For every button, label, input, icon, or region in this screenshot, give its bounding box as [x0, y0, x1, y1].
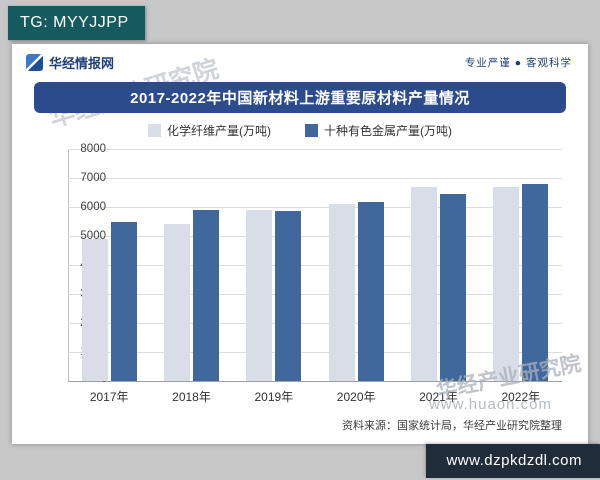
legend-item-chemical-fiber: 化学纤维产量(万吨)	[148, 122, 271, 139]
x-axis-line	[68, 381, 562, 382]
bar-nonferrous-metals	[110, 221, 137, 381]
x-tick-label: 2018年	[172, 390, 211, 404]
bar-nonferrous-metals	[192, 209, 219, 381]
legend-item-nonferrous-metals: 十种有色金属产量(万吨)	[305, 122, 452, 139]
bar-chemical-fiber	[493, 186, 520, 381]
bar-pair	[315, 149, 397, 381]
card-header: 华经情报网 专业严谨 ● 客观科学	[12, 44, 588, 76]
bar-group	[315, 149, 397, 381]
gridline	[68, 149, 562, 150]
x-tick-label: 2017年	[89, 390, 129, 404]
bar-groups	[68, 149, 562, 381]
gridline	[68, 323, 562, 324]
x-tick-label: 2021年	[419, 390, 458, 404]
source-note: 资料来源：国家统计局，华经产业研究院整理	[342, 420, 562, 432]
x-tick-label: 2022年	[501, 390, 541, 404]
bar-chemical-fiber	[328, 204, 355, 381]
bar-chemical-fiber	[163, 224, 190, 381]
chart-title-banner: 2017-2022年中国新材料上游重要原材料产量情况	[34, 82, 566, 113]
bar-nonferrous-metals	[275, 211, 302, 381]
y-tick-label: 8000	[80, 143, 106, 155]
bar-group	[233, 149, 315, 381]
bar-chart: 80007000600050004000300020001000- 2017年2…	[20, 143, 562, 405]
bar-pair	[150, 149, 232, 381]
chart-legend: 化学纤维产量(万吨) 十种有色金属产量(万吨)	[12, 122, 588, 139]
y-tick-label: -	[102, 375, 106, 387]
tg-badge: TG: MYYJJPP	[8, 6, 145, 40]
legend-swatch-nonferrous-metals	[305, 124, 318, 137]
bar-group	[150, 149, 232, 381]
bar-nonferrous-metals	[357, 202, 384, 381]
brand: 华经情报网	[26, 53, 114, 72]
legend-label-nonferrous-metals: 十种有色金属产量(万吨)	[324, 124, 452, 138]
brand-name: 华经情报网	[49, 56, 115, 71]
gridline	[68, 265, 562, 266]
tg-badge-text: TG: MYYJJPP	[20, 14, 129, 31]
bar-chemical-fiber	[81, 238, 108, 381]
gridline	[68, 294, 562, 295]
bar-pair	[68, 149, 150, 381]
site-url-text: www.dzpkdzdl.com	[446, 452, 582, 469]
site-url-badge: www.dzpkdzdl.com	[426, 444, 600, 478]
bar-group	[397, 149, 479, 381]
report-card: 华经情报网 专业严谨 ● 客观科学 华经产业研究院 2017-2022年中国新材…	[12, 44, 588, 444]
grid-layer	[68, 149, 562, 382]
bar-chemical-fiber	[246, 210, 273, 381]
bar-pair	[233, 149, 315, 381]
bar-group	[480, 149, 562, 381]
x-tick-label: 2019年	[254, 390, 294, 404]
bar-nonferrous-metals	[522, 183, 549, 381]
bar-group	[68, 149, 150, 381]
gridline	[68, 178, 562, 179]
gridline	[68, 236, 562, 237]
header-tagline: 专业严谨 ● 客观科学	[464, 57, 572, 69]
y-tick-label: 7000	[80, 172, 106, 184]
bar-nonferrous-metals	[439, 193, 466, 381]
x-tick-label: 2020年	[336, 390, 376, 404]
gridline	[68, 352, 562, 353]
gridline	[68, 207, 562, 208]
plot-area: 80007000600050004000300020001000-	[68, 143, 562, 387]
legend-swatch-chemical-fiber	[148, 124, 161, 137]
bar-pair	[480, 149, 562, 381]
bar-pair	[397, 149, 479, 381]
y-tick-label: 6000	[80, 201, 106, 213]
bar-chemical-fiber	[410, 186, 437, 381]
site-logo-icon	[26, 54, 43, 71]
legend-label-chemical-fiber: 化学纤维产量(万吨)	[167, 124, 271, 138]
x-axis-labels: 2017年 2018年 2019年 2020年 2021年 2022年	[68, 381, 562, 405]
chart-area: 80007000600050004000300020001000- 2017年2…	[12, 143, 588, 413]
